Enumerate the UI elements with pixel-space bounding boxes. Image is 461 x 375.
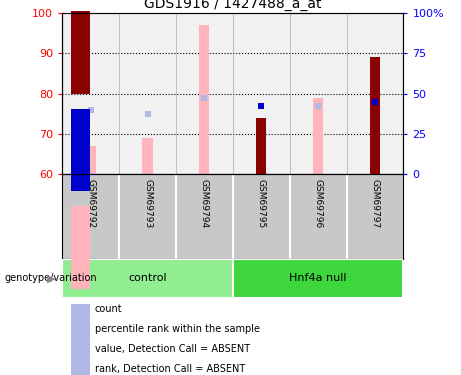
Bar: [62, 259, 233, 298]
Text: GSM69797: GSM69797: [371, 178, 379, 228]
Bar: [142, 138, 153, 174]
Bar: [313, 98, 323, 174]
Text: GSM69793: GSM69793: [143, 178, 152, 228]
Text: ▶: ▶: [47, 273, 55, 284]
Bar: [62, 13, 119, 174]
Text: GSM69796: GSM69796: [313, 178, 323, 228]
Bar: [290, 13, 347, 174]
Bar: [86, 146, 96, 174]
Bar: [71, 11, 90, 94]
Bar: [233, 13, 290, 174]
Text: count: count: [95, 304, 122, 314]
Bar: [256, 118, 266, 174]
Text: genotype/variation: genotype/variation: [5, 273, 97, 284]
Bar: [199, 25, 209, 174]
Bar: [347, 13, 403, 174]
Title: GDS1916 / 1427488_a_at: GDS1916 / 1427488_a_at: [144, 0, 322, 11]
Bar: [71, 206, 90, 289]
Bar: [256, 118, 266, 174]
Bar: [370, 57, 380, 174]
Bar: [71, 304, 90, 375]
Text: percentile rank within the sample: percentile rank within the sample: [95, 324, 260, 334]
Bar: [176, 13, 233, 174]
Text: Hnf4a null: Hnf4a null: [290, 273, 347, 284]
Text: value, Detection Call = ABSENT: value, Detection Call = ABSENT: [95, 344, 249, 354]
Bar: [370, 57, 380, 174]
Bar: [233, 259, 403, 298]
Text: GSM69792: GSM69792: [86, 178, 95, 228]
Bar: [71, 109, 90, 191]
Bar: [119, 13, 176, 174]
Text: control: control: [128, 273, 167, 284]
Text: GSM69795: GSM69795: [257, 178, 266, 228]
Text: rank, Detection Call = ABSENT: rank, Detection Call = ABSENT: [95, 364, 245, 374]
Text: GSM69794: GSM69794: [200, 178, 209, 228]
